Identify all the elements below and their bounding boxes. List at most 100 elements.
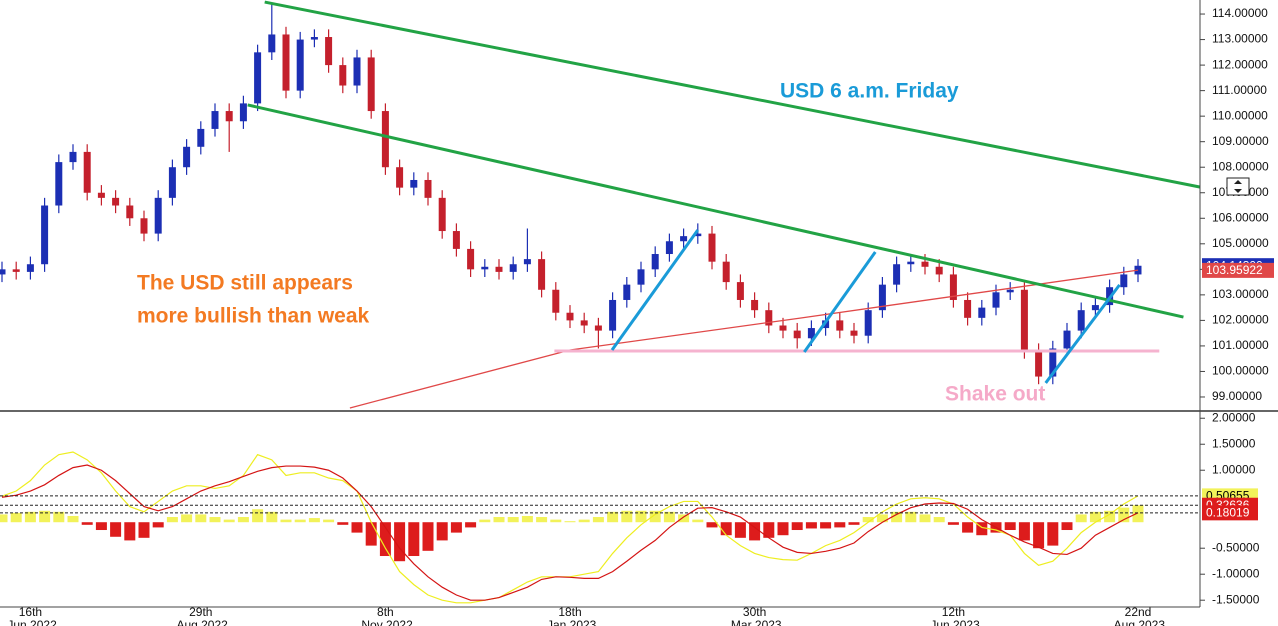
candle-body: [580, 320, 588, 326]
candle-body: [41, 205, 49, 265]
histogram-bar: [706, 522, 718, 528]
y-tick-label: 99.00000: [1212, 389, 1262, 403]
candle-body: [438, 197, 446, 232]
histogram-bar: [394, 522, 406, 562]
candle-body: [325, 37, 333, 66]
candle-body: [765, 310, 773, 326]
candle-body: [935, 266, 943, 275]
candle-body: [751, 299, 759, 311]
candle-body: [1020, 289, 1028, 352]
histogram-bar: [1132, 505, 1144, 523]
histogram-bar: [479, 519, 491, 523]
price-label-box: [1202, 262, 1274, 278]
candle-body: [680, 236, 688, 242]
histogram-bar: [947, 522, 959, 525]
histogram-bar: [1047, 522, 1059, 546]
histogram-bar: [152, 522, 164, 528]
x-tick-label: 12th Jun 2023: [927, 605, 980, 626]
candle-body: [637, 269, 645, 285]
histogram-bar: [124, 522, 136, 541]
histogram-bar: [53, 511, 65, 523]
candle-body: [396, 167, 404, 188]
candle-body: [183, 146, 191, 168]
trend-line: [1044, 284, 1121, 384]
candle-body: [1134, 265, 1142, 275]
candle-body: [523, 259, 531, 265]
histogram-bar: [763, 522, 775, 538]
candle-body: [1035, 351, 1043, 377]
histogram-bar: [408, 522, 420, 557]
y-tick-label: -1.50000: [1212, 592, 1260, 606]
histogram-bar: [876, 514, 888, 523]
candle-body: [381, 111, 389, 168]
y-tick-label: 1.00000: [1212, 462, 1256, 476]
y-tick-label: -1.00000: [1212, 566, 1260, 580]
trend-line: [610, 229, 700, 351]
y-tick-label: 101.00000: [1212, 338, 1269, 352]
annotation: Shake out: [945, 383, 1045, 406]
histogram-bar: [1075, 514, 1087, 523]
candle-body: [864, 310, 872, 336]
trend-line: [349, 269, 1139, 409]
histogram-bar: [266, 511, 278, 523]
candle-body: [197, 128, 205, 147]
candle-body: [623, 284, 631, 300]
histogram-bar: [905, 511, 917, 523]
x-tick-label: 22nd Aug 2023: [1111, 605, 1165, 626]
candle-body: [893, 264, 901, 285]
y-tick-label: 110.00000: [1212, 108, 1268, 122]
candle-body: [268, 34, 276, 53]
histogram-bar: [450, 522, 462, 533]
candle-body: [69, 151, 77, 163]
histogram-bar: [365, 522, 377, 546]
y-tick-label: 113.00000: [1212, 32, 1268, 46]
candle-body: [978, 307, 986, 318]
candle-body: [566, 312, 574, 321]
candle-body: [410, 179, 418, 188]
candle-body: [112, 197, 120, 206]
histogram-bar: [862, 517, 874, 523]
y-tick-label: 112.00000: [1212, 57, 1268, 71]
candle-body: [509, 264, 517, 272]
candle-body: [55, 162, 63, 206]
candle-body: [97, 192, 105, 198]
candle-body: [651, 254, 659, 270]
histogram-bar: [791, 522, 803, 531]
x-tick-label: 18th Jan 2023: [544, 605, 597, 626]
candle-body: [850, 330, 858, 336]
candle-body: [694, 233, 702, 237]
y-tick-label: 106.00000: [1212, 210, 1269, 224]
histogram-bar: [507, 517, 519, 523]
candle-body: [154, 197, 162, 234]
histogram-bar: [337, 522, 349, 525]
candle-body: [1077, 310, 1085, 331]
candle-body: [211, 111, 219, 129]
candle-body: [481, 266, 489, 270]
candle-body: [367, 57, 375, 112]
x-tick-label: 8th Nov 2022: [358, 605, 413, 626]
candle-body: [339, 65, 347, 86]
candle-body: [992, 292, 1000, 308]
macd-pane: [0, 451, 1144, 604]
trend-line: [247, 103, 1184, 319]
candle-body: [12, 269, 20, 272]
histogram-bar: [749, 522, 761, 541]
histogram-bar: [550, 519, 562, 523]
candle-body: [126, 205, 134, 219]
histogram-bar: [536, 517, 548, 523]
histogram-bar: [962, 522, 974, 533]
histogram-bar: [805, 522, 817, 529]
candle-body: [736, 282, 744, 300]
candle-body: [907, 261, 915, 265]
candle-body: [83, 151, 91, 193]
y-tick-label: 111.00000: [1212, 83, 1267, 97]
marker-label: 0.18019: [1206, 506, 1250, 520]
candle-body: [26, 264, 34, 272]
y-tick-label: 102.00000: [1212, 313, 1269, 327]
candle-body: [424, 179, 432, 198]
candle-body: [282, 34, 290, 91]
candle-body: [722, 261, 730, 283]
histogram-bar: [621, 510, 633, 523]
